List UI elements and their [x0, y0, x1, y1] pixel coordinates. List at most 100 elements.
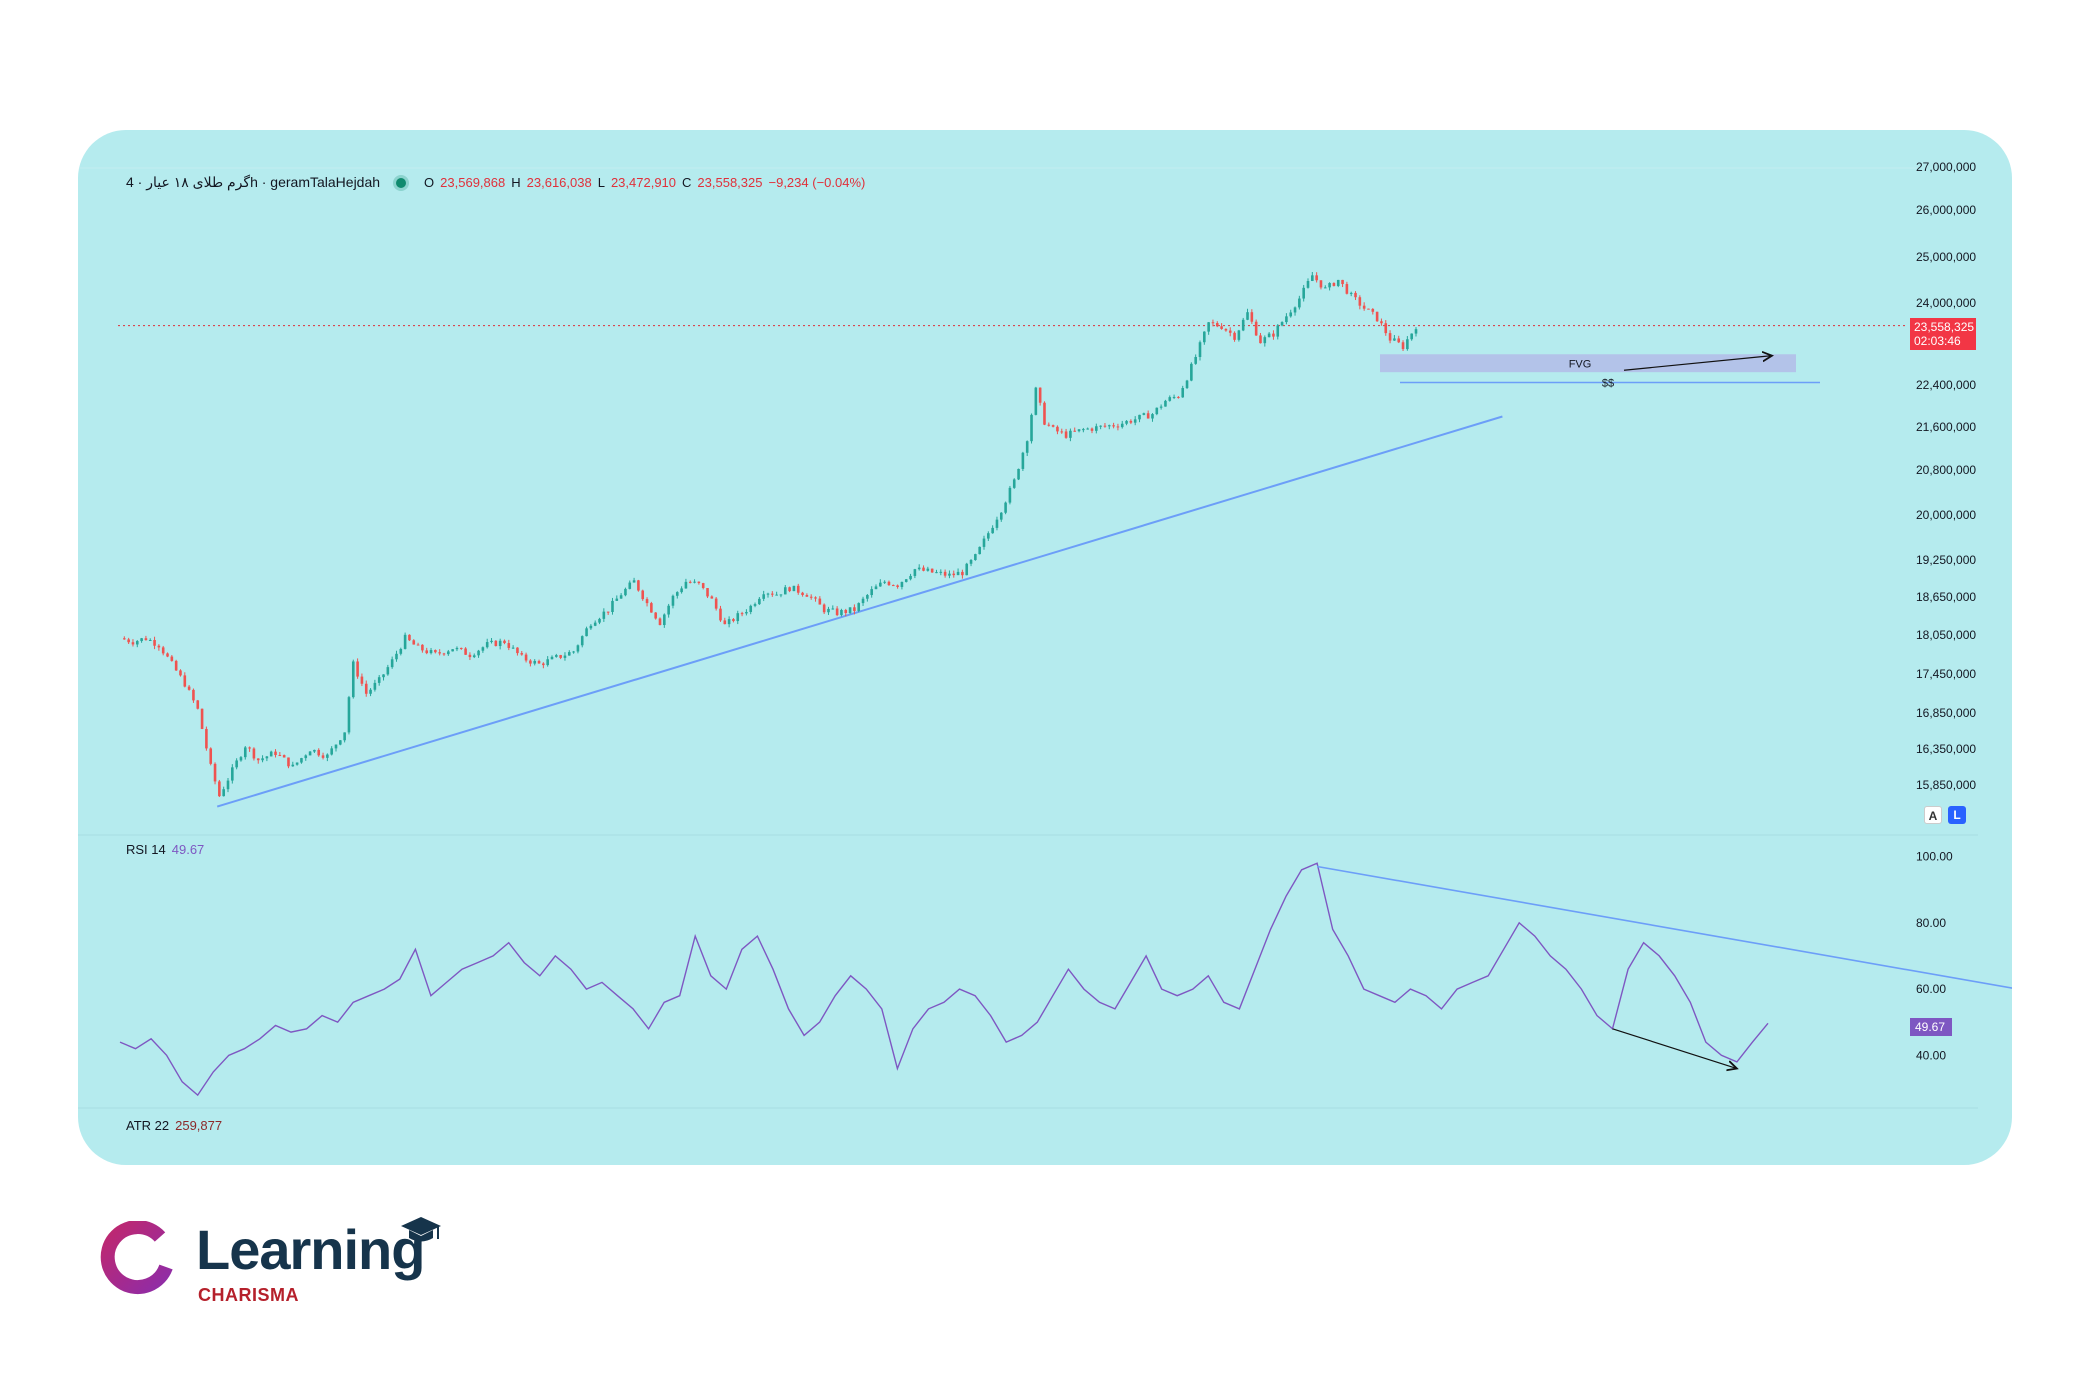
candle-body [339, 740, 342, 745]
candle-body [1004, 502, 1007, 513]
candle-body [891, 585, 895, 587]
candle-body [537, 660, 541, 664]
candle-body [1177, 396, 1180, 398]
candle-body [421, 644, 424, 651]
candle-body [226, 780, 230, 790]
candle-body [684, 581, 688, 589]
candle-body [533, 660, 537, 664]
fvg-zone [1380, 354, 1796, 373]
candle-body [879, 582, 882, 587]
candle-body [1384, 323, 1388, 334]
rsi-divergence-arrow [1612, 1028, 1737, 1069]
candle-body [952, 573, 956, 576]
candle-body [377, 677, 381, 683]
symbol-legend: گرم طلای ۱۸ عیار · 4h · geramTalaHejdah … [126, 174, 865, 191]
candle-body [356, 661, 359, 677]
candle-body [477, 650, 480, 656]
candle-body [1051, 425, 1055, 427]
rsi-pane-label[interactable]: RSI 14 49.67 [126, 842, 204, 857]
candle-body [300, 758, 303, 763]
low-value: 23,472,910 [610, 175, 677, 190]
candle-body [671, 595, 675, 606]
candle-body [282, 755, 286, 758]
candle-body [161, 647, 165, 654]
candle-body [1008, 487, 1012, 503]
candle-body [451, 649, 454, 652]
rsi-value-tag: 49.67 [1910, 1018, 1952, 1036]
candle-body [1414, 329, 1418, 334]
candle-body [1133, 419, 1137, 423]
brand-logo: Learning CHARISMA [100, 1215, 460, 1325]
fvg-label: FVG [1569, 358, 1592, 370]
high-value: 23,616,038 [526, 175, 592, 190]
candle-body [304, 755, 308, 759]
candle-body [239, 757, 243, 761]
candle-body [373, 682, 377, 690]
candle-body [546, 659, 549, 666]
candle-body [650, 603, 653, 613]
candle-body [274, 751, 277, 756]
candle-body [351, 661, 355, 698]
candle-body [801, 592, 804, 596]
candle-body [1069, 430, 1072, 438]
candle-body [343, 732, 346, 741]
candle-body [555, 655, 558, 657]
price-tick-label: 25,000,000 [1916, 250, 1976, 264]
auto-scale-button[interactable]: A [1924, 806, 1942, 824]
candle-body [511, 647, 515, 649]
candle-body [1017, 468, 1020, 480]
candle-body [900, 581, 904, 587]
price-tick-label: 15,850,000 [1916, 778, 1976, 792]
chart-canvas[interactable]: 27,000,000 26,000,000 25,000,000 24,000,000… [78, 130, 2012, 1165]
candle-body [485, 642, 489, 648]
candle-body [209, 748, 213, 764]
candle-body [416, 644, 420, 646]
log-scale-button[interactable]: L [1948, 806, 1966, 824]
price-tick-label: 20,800,000 [1916, 463, 1976, 477]
candle-body [468, 654, 472, 658]
candle-body [1043, 402, 1046, 425]
candle-body [1025, 441, 1029, 453]
candle-body [1380, 321, 1383, 324]
candle-body [848, 607, 852, 614]
candle-body [490, 640, 493, 643]
rsi-tick-label: 80.00 [1916, 916, 1946, 930]
candle-body [740, 613, 744, 615]
atr-label: ATR 22 [126, 1118, 170, 1133]
candle-body [455, 647, 459, 650]
candle-body [1250, 312, 1254, 322]
candle-body [1129, 420, 1133, 423]
atr-pane-label[interactable]: ATR 22 259,877 [126, 1118, 222, 1133]
candle-body [567, 652, 571, 656]
ss-label: $$ [1602, 377, 1614, 389]
price-tick-label: 19,250,000 [1916, 553, 1976, 567]
candle-body [1172, 396, 1176, 398]
candle-body [166, 653, 169, 657]
candle-body [987, 533, 990, 539]
candle-body [974, 554, 977, 561]
candle-body [1095, 426, 1098, 431]
candle-body [641, 590, 645, 600]
symbol-name[interactable]: گرم طلای ۱۸ عیار · 4h · geramTalaHejdah [126, 174, 381, 190]
candle-body [148, 639, 152, 641]
bar-countdown: 02:03:46 [1914, 334, 1961, 348]
candle-body [1215, 323, 1219, 327]
market-status-icon [396, 177, 407, 188]
candle-body [1038, 387, 1042, 403]
candle-body [205, 728, 208, 749]
candle-body [632, 580, 636, 583]
candle-body [783, 587, 787, 595]
candle-body [822, 604, 826, 613]
candle-body [978, 546, 981, 555]
candle-body [1021, 452, 1025, 469]
candle-body [1034, 387, 1038, 415]
candle-body [317, 749, 321, 756]
candle-body [261, 758, 264, 761]
candle-body [503, 640, 506, 644]
candle-body [706, 588, 709, 597]
candle-body [295, 762, 299, 765]
candle-body [1319, 280, 1323, 288]
candle-body [710, 596, 714, 599]
logo-subtitle: CHARISMA [198, 1285, 299, 1305]
graduation-cap-icon [401, 1217, 441, 1242]
